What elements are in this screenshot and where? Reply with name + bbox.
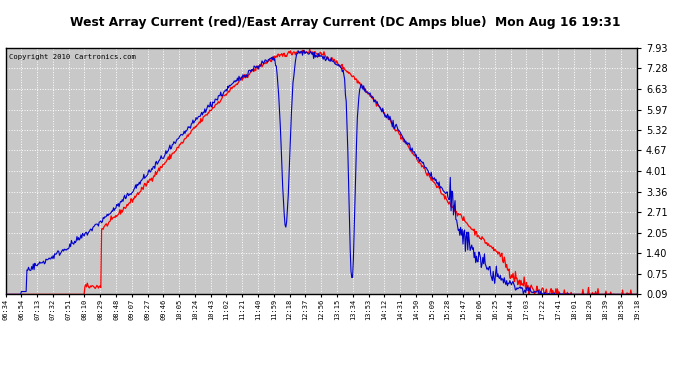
Text: West Array Current (red)/East Array Current (DC Amps blue)  Mon Aug 16 19:31: West Array Current (red)/East Array Curr… [70, 16, 620, 28]
Text: Copyright 2010 Cartronics.com: Copyright 2010 Cartronics.com [9, 54, 135, 60]
